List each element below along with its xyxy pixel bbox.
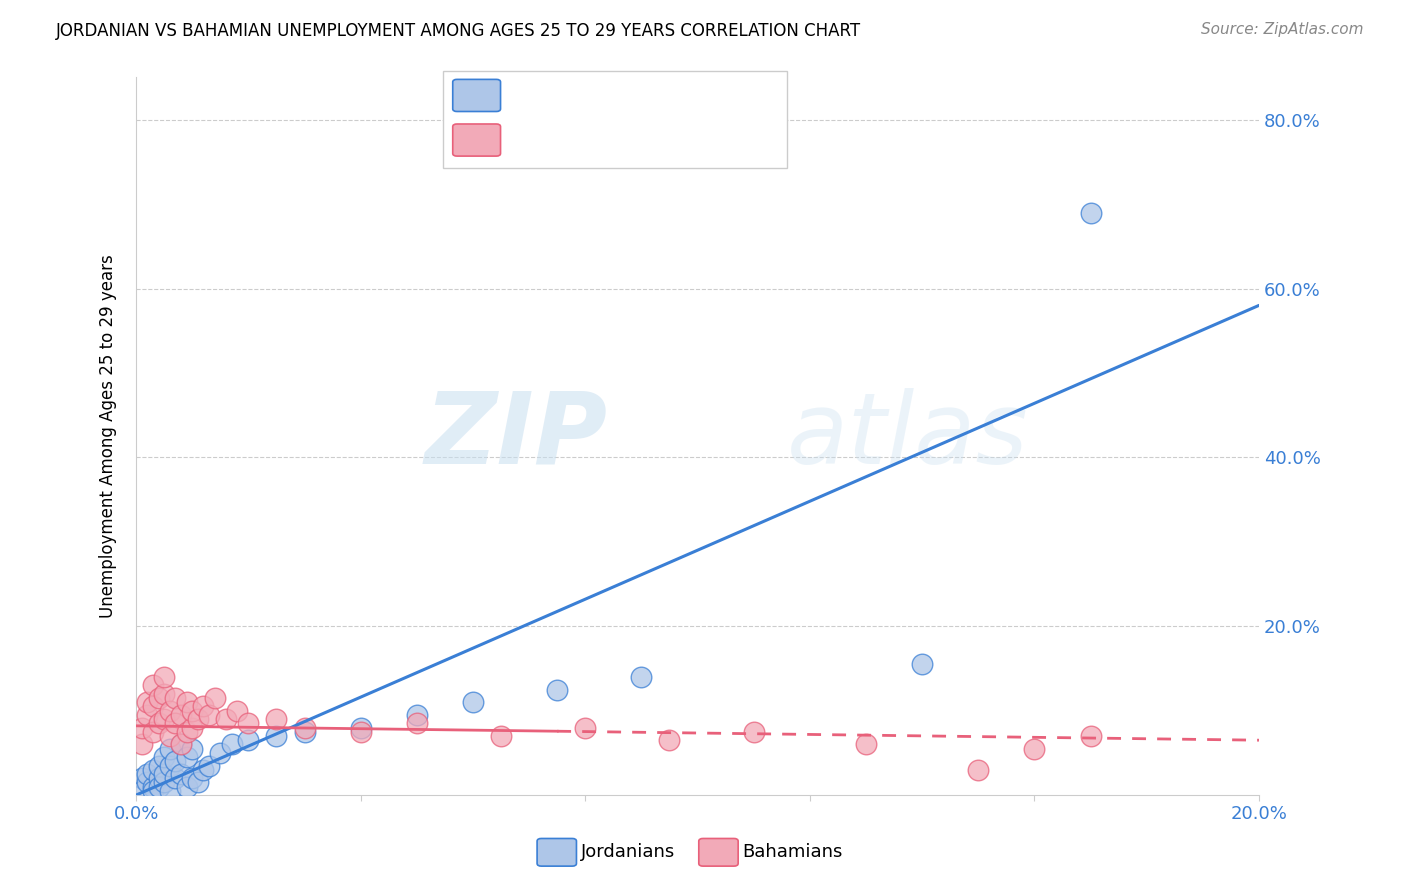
Point [238, 716, 260, 731]
Point [142, 724, 165, 739]
Point [294, 724, 316, 739]
Point [142, 780, 165, 794]
Point [153, 767, 176, 781]
Point [198, 758, 221, 772]
Point [165, 754, 187, 768]
Point [658, 733, 681, 747]
Point [742, 724, 765, 739]
Point [136, 707, 159, 722]
Point [1080, 729, 1102, 743]
Point [153, 687, 176, 701]
Point [131, 721, 153, 735]
Point [350, 724, 373, 739]
Point [226, 704, 249, 718]
Point [176, 724, 198, 739]
Point [170, 767, 193, 781]
Point [294, 721, 316, 735]
Point [181, 771, 204, 785]
Point [181, 741, 204, 756]
Point [165, 690, 187, 705]
Point [153, 775, 176, 789]
Point [170, 738, 193, 752]
Point [187, 775, 209, 789]
Point [159, 784, 181, 798]
Point [181, 704, 204, 718]
Point [176, 750, 198, 764]
Point [165, 771, 187, 785]
Point [153, 712, 176, 726]
Point [350, 721, 373, 735]
Point [266, 712, 288, 726]
Point [148, 758, 170, 772]
Text: atlas: atlas [787, 388, 1029, 484]
Point [209, 746, 232, 760]
Text: R = -0.056   N = 41: R = -0.056 N = 41 [508, 128, 685, 146]
Point [148, 771, 170, 785]
Text: R = 0.846   N = 39: R = 0.846 N = 39 [508, 84, 678, 102]
Text: Source: ZipAtlas.com: Source: ZipAtlas.com [1201, 22, 1364, 37]
Point [1024, 741, 1046, 756]
Point [405, 707, 427, 722]
Point [142, 678, 165, 692]
Point [159, 729, 181, 743]
Point [170, 738, 193, 752]
Point [176, 695, 198, 709]
Text: Jordanians: Jordanians [581, 843, 675, 861]
Point [142, 699, 165, 714]
Point [148, 690, 170, 705]
Point [153, 750, 176, 764]
Point [159, 741, 181, 756]
Point [405, 716, 427, 731]
Point [176, 780, 198, 794]
Point [148, 716, 170, 731]
Y-axis label: Unemployment Among Ages 25 to 29 years: Unemployment Among Ages 25 to 29 years [100, 254, 117, 618]
Point [170, 707, 193, 722]
Point [461, 695, 484, 709]
Point [159, 704, 181, 718]
Point [204, 690, 226, 705]
Point [215, 712, 238, 726]
Point [546, 682, 568, 697]
Point [136, 695, 159, 709]
Text: Bahamians: Bahamians [742, 843, 842, 861]
Point [238, 733, 260, 747]
Text: ZIP: ZIP [425, 388, 607, 484]
Point [165, 716, 187, 731]
Point [489, 729, 512, 743]
Point [159, 758, 181, 772]
Point [136, 767, 159, 781]
Point [131, 738, 153, 752]
Point [136, 775, 159, 789]
Point [181, 721, 204, 735]
Point [142, 784, 165, 798]
Point [193, 699, 215, 714]
Point [142, 763, 165, 777]
Point [574, 721, 596, 735]
Point [131, 784, 153, 798]
Point [266, 729, 288, 743]
Point [1080, 205, 1102, 219]
Point [221, 738, 243, 752]
Point [131, 771, 153, 785]
Point [630, 670, 652, 684]
Point [148, 780, 170, 794]
Point [911, 657, 934, 672]
Point [967, 763, 990, 777]
Point [187, 712, 209, 726]
Point [198, 707, 221, 722]
Point [855, 738, 877, 752]
Point [153, 670, 176, 684]
Text: JORDANIAN VS BAHAMIAN UNEMPLOYMENT AMONG AGES 25 TO 29 YEARS CORRELATION CHART: JORDANIAN VS BAHAMIAN UNEMPLOYMENT AMONG… [56, 22, 862, 40]
Point [193, 763, 215, 777]
